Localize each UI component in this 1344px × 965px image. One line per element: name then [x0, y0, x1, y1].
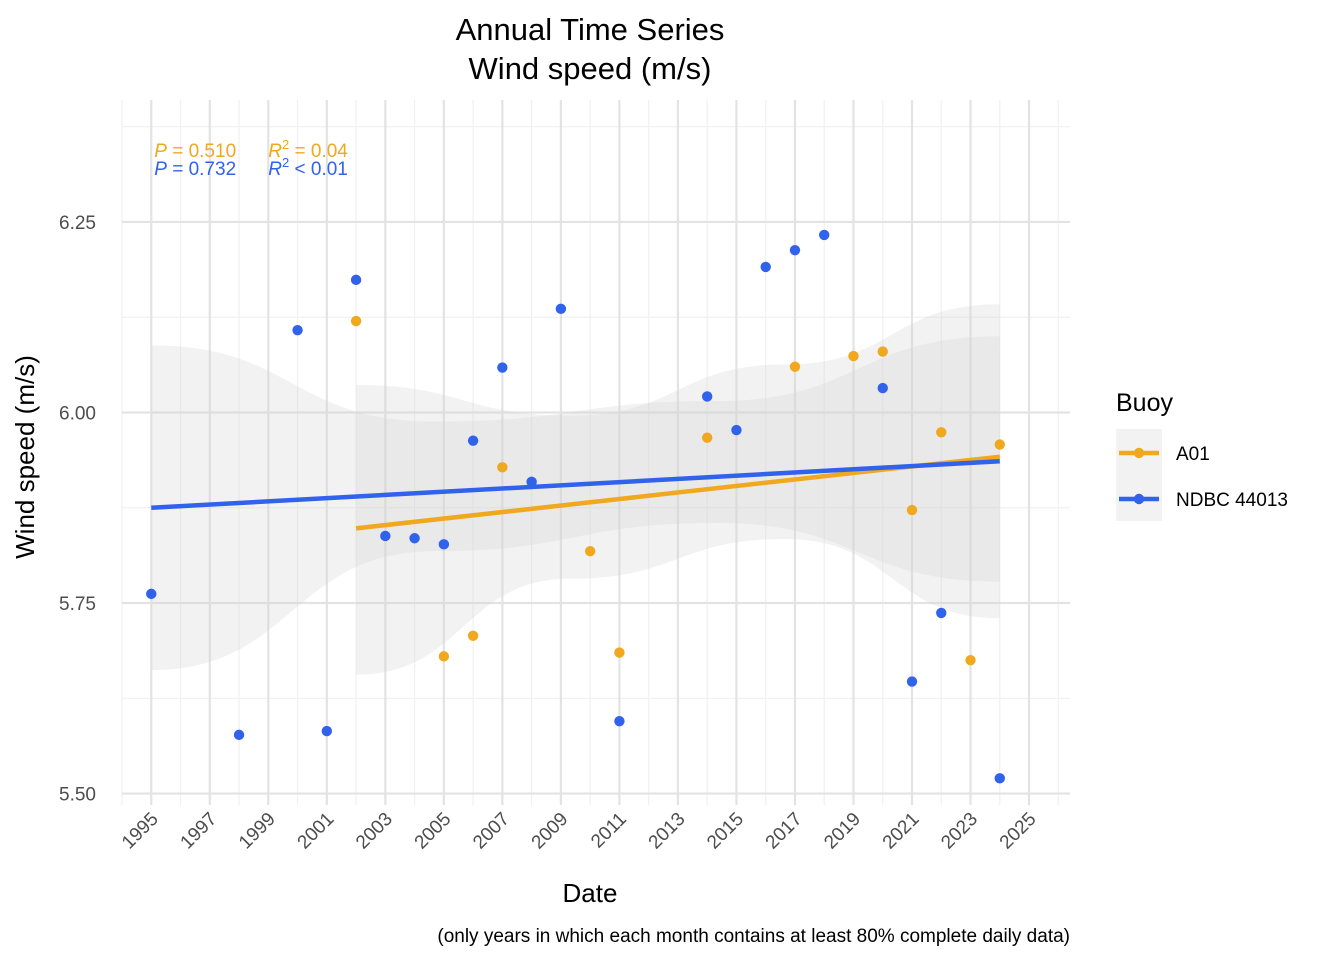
data-point: [438, 539, 450, 550]
legend-key-point: [1133, 493, 1145, 505]
data-point: [380, 530, 391, 542]
y-tick-label: 5.75: [59, 594, 96, 615]
legend-title: Buoy: [1116, 389, 1173, 417]
data-point: [731, 424, 742, 436]
y-axis-title: Wind speed (m/s): [10, 355, 40, 559]
data-point: [819, 229, 830, 241]
data-point: [906, 504, 918, 516]
data-point: [994, 439, 1005, 450]
data-point: [292, 324, 303, 336]
trend-lines: [151, 454, 1001, 531]
data-point: [701, 391, 713, 402]
legend-key-point: [1133, 447, 1145, 459]
legend-key-background: [1116, 429, 1162, 521]
x-tick-label: 2017: [762, 809, 807, 854]
data-point: [497, 362, 508, 373]
data-point: [614, 647, 625, 658]
data-point: [614, 715, 625, 727]
data-point: [936, 607, 947, 619]
data-point: [233, 729, 245, 741]
legend: Buoy A01 NDBC 44013: [1116, 389, 1288, 521]
data-point: [848, 350, 859, 362]
data-point: [965, 654, 976, 666]
data-point: [877, 382, 888, 394]
y-tick-labels: 5.50 5.75 6.00 6.25: [59, 213, 96, 806]
major-gridlines: [122, 100, 1070, 805]
data-point: [526, 476, 537, 488]
y-tick-label: 5.50: [59, 785, 96, 806]
data-points: [146, 229, 1005, 784]
regression-stats: P = 0.510 R2 = 0.04P = 0.732 R2 < 0.01: [154, 137, 348, 180]
x-tick-label: 2013: [645, 809, 690, 854]
minor-gridlines: [121, 100, 1070, 805]
x-tick-label: 1999: [235, 809, 280, 854]
data-point: [555, 303, 567, 315]
data-point: [994, 773, 1005, 784]
x-tick-label: 2007: [469, 809, 514, 854]
trend-line: [151, 459, 1000, 511]
x-tick-label: 2009: [528, 809, 573, 854]
data-point: [350, 274, 362, 286]
data-point: [497, 462, 508, 473]
data-point: [584, 546, 596, 557]
x-tick-label: 2021: [879, 809, 924, 854]
x-tick-label: 2019: [820, 809, 865, 854]
data-point: [146, 588, 157, 600]
data-point: [789, 244, 801, 256]
chart-caption: (only years in which each month contains…: [437, 926, 1070, 947]
x-tick-label: 2011: [587, 809, 631, 853]
x-tick-label: 1997: [177, 809, 222, 854]
x-axis-title: Date: [563, 878, 618, 908]
confidence-band: [356, 304, 1000, 675]
data-point: [701, 432, 713, 443]
chart-title: Annual Time Series: [456, 12, 725, 47]
data-point: [789, 361, 801, 372]
y-tick-label: 6.00: [59, 403, 96, 424]
x-tick-label: 2001: [294, 809, 339, 854]
data-point: [906, 676, 918, 687]
data-point: [760, 261, 771, 273]
legend-label: A01: [1176, 444, 1210, 465]
regression-stat: P = 0.732 R2 < 0.01: [154, 155, 348, 180]
x-tick-label: 2015: [703, 809, 748, 854]
data-point: [467, 435, 479, 446]
data-point: [321, 725, 333, 737]
x-tick-label: 2005: [411, 809, 456, 854]
legend-label: NDBC 44013: [1176, 490, 1288, 511]
regression-stat: P = 0.510 R2 = 0.04: [154, 137, 348, 162]
data-point: [877, 346, 888, 357]
data-point: [936, 427, 947, 438]
data-point: [350, 315, 362, 327]
data-point: [409, 533, 420, 544]
confidence-bands: [151, 304, 1000, 675]
y-tick-label: 6.25: [59, 213, 96, 234]
x-tick-label: 2023: [937, 809, 982, 854]
x-tick-label: 1995: [118, 809, 163, 854]
x-tick-label: 2025: [996, 809, 1041, 854]
data-point: [467, 630, 479, 641]
data-point: [438, 651, 450, 662]
x-tick-label: 2003: [352, 809, 397, 854]
x-tick-labels: 1995 1997 1999 2001 2003 2005 2007 2009 2011 2013…: [118, 809, 1041, 854]
chart-subtitle: Wind speed (m/s): [469, 51, 712, 86]
